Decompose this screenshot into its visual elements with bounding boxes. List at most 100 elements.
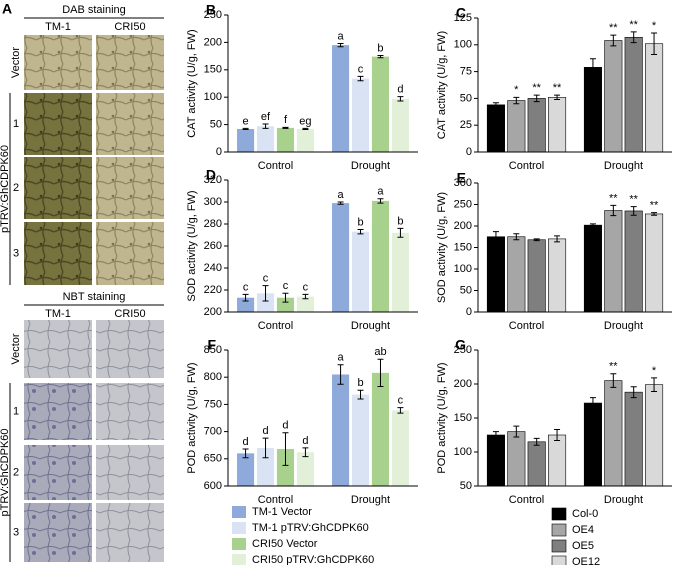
significance-label: **: [629, 19, 638, 31]
error-bar: [610, 34, 617, 47]
error-bar: [533, 437, 540, 446]
error-bar: [651, 32, 658, 55]
column-label: CRI50: [114, 308, 145, 320]
row-label: 1: [13, 405, 19, 417]
error-bar: [262, 285, 269, 302]
error-bar: [554, 94, 561, 100]
bar: [296, 296, 314, 312]
significance-label: d: [262, 425, 268, 437]
y-tick-label: 125: [454, 12, 472, 24]
bar: [276, 449, 295, 486]
bar: [583, 224, 602, 313]
panel-label: F: [207, 337, 216, 353]
bar: [604, 210, 623, 313]
bar: [391, 232, 409, 312]
error-bar: [630, 386, 637, 399]
error-bar: [337, 42, 344, 48]
column-label: TM-1: [45, 21, 71, 33]
error-bar: [610, 373, 617, 388]
significance-label: a: [338, 352, 345, 364]
error-bar: [397, 96, 404, 102]
bar: [645, 43, 664, 153]
y-tick-label: 750: [204, 398, 222, 410]
error-bar: [533, 238, 540, 242]
significance-label: ab: [374, 346, 386, 358]
x-tick-label: Drought: [351, 160, 390, 172]
legend-label: OE4: [572, 524, 594, 536]
error-bar: [262, 437, 269, 459]
bar: [527, 98, 546, 153]
y-axis-label: CAT activity (U/g, FW): [186, 29, 198, 137]
y-axis-label: SOD activity (U/g, FW): [436, 192, 448, 303]
y-tick-label: 300: [454, 177, 472, 189]
bar: [296, 452, 314, 486]
legend-label: OE5: [572, 540, 594, 552]
y-tick-label: 150: [454, 241, 472, 253]
bar: [276, 127, 295, 152]
stain-image: [96, 35, 164, 90]
x-tick-label: Control: [258, 494, 293, 506]
bar: [527, 239, 546, 313]
significance-label: **: [553, 82, 562, 94]
y-tick-label: 75: [460, 66, 472, 78]
error-bar: [651, 377, 658, 392]
y-tick-label: 50: [210, 119, 222, 131]
stain-image: [96, 383, 164, 440]
error-bar: [589, 397, 596, 409]
y-tick-label: 150: [454, 412, 472, 424]
stain-image: [96, 93, 164, 155]
panel-label: B: [206, 2, 216, 18]
error-bar: [397, 407, 404, 414]
x-tick-label: Drought: [604, 160, 643, 172]
panel-label: G: [455, 337, 466, 353]
significance-label: **: [609, 22, 618, 34]
row-label: 2: [13, 182, 19, 194]
y-tick-label: 200: [454, 220, 472, 232]
legend-swatch: [551, 539, 567, 553]
bar: [645, 384, 664, 487]
x-tick-label: Drought: [351, 320, 390, 332]
legend-label: CRI50 Vector: [252, 538, 318, 550]
bar: [486, 434, 505, 487]
bar: [371, 200, 390, 312]
significance-label: **: [650, 200, 659, 212]
error-bar: [242, 448, 249, 459]
y-axis-label: POD activity (U/g, FW): [436, 362, 448, 473]
error-bar: [513, 425, 520, 438]
legend-swatch: [551, 555, 567, 565]
stain-title: NBT staining: [63, 291, 126, 303]
bar: [527, 441, 546, 487]
bar: [371, 56, 390, 153]
bar: [604, 40, 623, 153]
significance-label: c: [358, 63, 364, 75]
error-bar: [492, 231, 499, 243]
error-bar: [610, 204, 617, 217]
row-label: 3: [13, 247, 19, 259]
stain-image: [24, 35, 92, 90]
legend-swatch: [232, 506, 246, 518]
y-tick-label: 0: [466, 306, 472, 318]
error-bar: [377, 198, 384, 204]
bar: [548, 97, 567, 153]
x-tick-label: Control: [258, 320, 293, 332]
bar: [256, 447, 275, 486]
error-bar: [630, 206, 637, 216]
error-bar: [554, 235, 561, 243]
legend-label: TM-1 Vector: [252, 506, 312, 518]
y-tick-label: 25: [460, 119, 472, 131]
y-tick-label: 250: [454, 198, 472, 210]
y-tick-label: 0: [466, 146, 472, 158]
y-tick-label: 250: [454, 344, 472, 356]
significance-label: d: [282, 420, 288, 432]
row-label: 2: [13, 466, 19, 478]
panel-label: E: [457, 170, 466, 186]
side-label: pTRV:GhCDPK60: [0, 428, 11, 516]
stain-image: [24, 222, 92, 285]
legend-swatch: [232, 538, 246, 550]
significance-label: c: [243, 281, 249, 293]
stain-image: [24, 503, 92, 562]
row-label: Vector: [10, 47, 22, 79]
bar: [548, 434, 567, 487]
stain-image: [24, 383, 92, 440]
bar: [486, 104, 505, 153]
